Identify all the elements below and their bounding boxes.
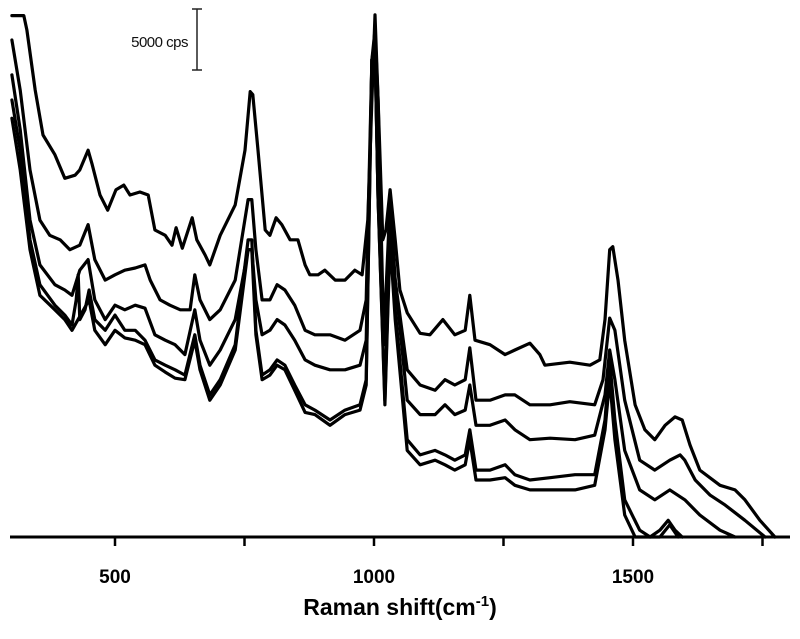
- x-tick-label: 1000: [353, 567, 395, 588]
- x-axis-title: Raman shift(cm-1): [303, 593, 497, 620]
- scale-bar-label: 5000 cps: [131, 34, 188, 51]
- x-axis-title-main: Raman shift(cm: [303, 594, 476, 620]
- x-axis-title-superscript: -1: [476, 593, 489, 610]
- x-tick-labels: 500 1000 1500: [99, 567, 654, 588]
- x-axis-ticks: [113, 537, 764, 546]
- x-axis-title-close: ): [489, 594, 497, 620]
- spectrum-trace-spectrum-4: [10, 48, 684, 539]
- spectrum-trace-spectrum-1: [10, 13, 777, 539]
- spectra-traces: [10, 13, 777, 539]
- x-tick-label: 500: [99, 567, 131, 588]
- scale-bar: 5000 cps: [131, 8, 202, 71]
- spectrum-trace-spectrum-2: [10, 28, 767, 539]
- spectrum-trace-spectrum-5: [10, 48, 680, 539]
- x-tick-label: 1500: [612, 567, 654, 588]
- spectrum-trace-spectrum-3: [10, 38, 737, 539]
